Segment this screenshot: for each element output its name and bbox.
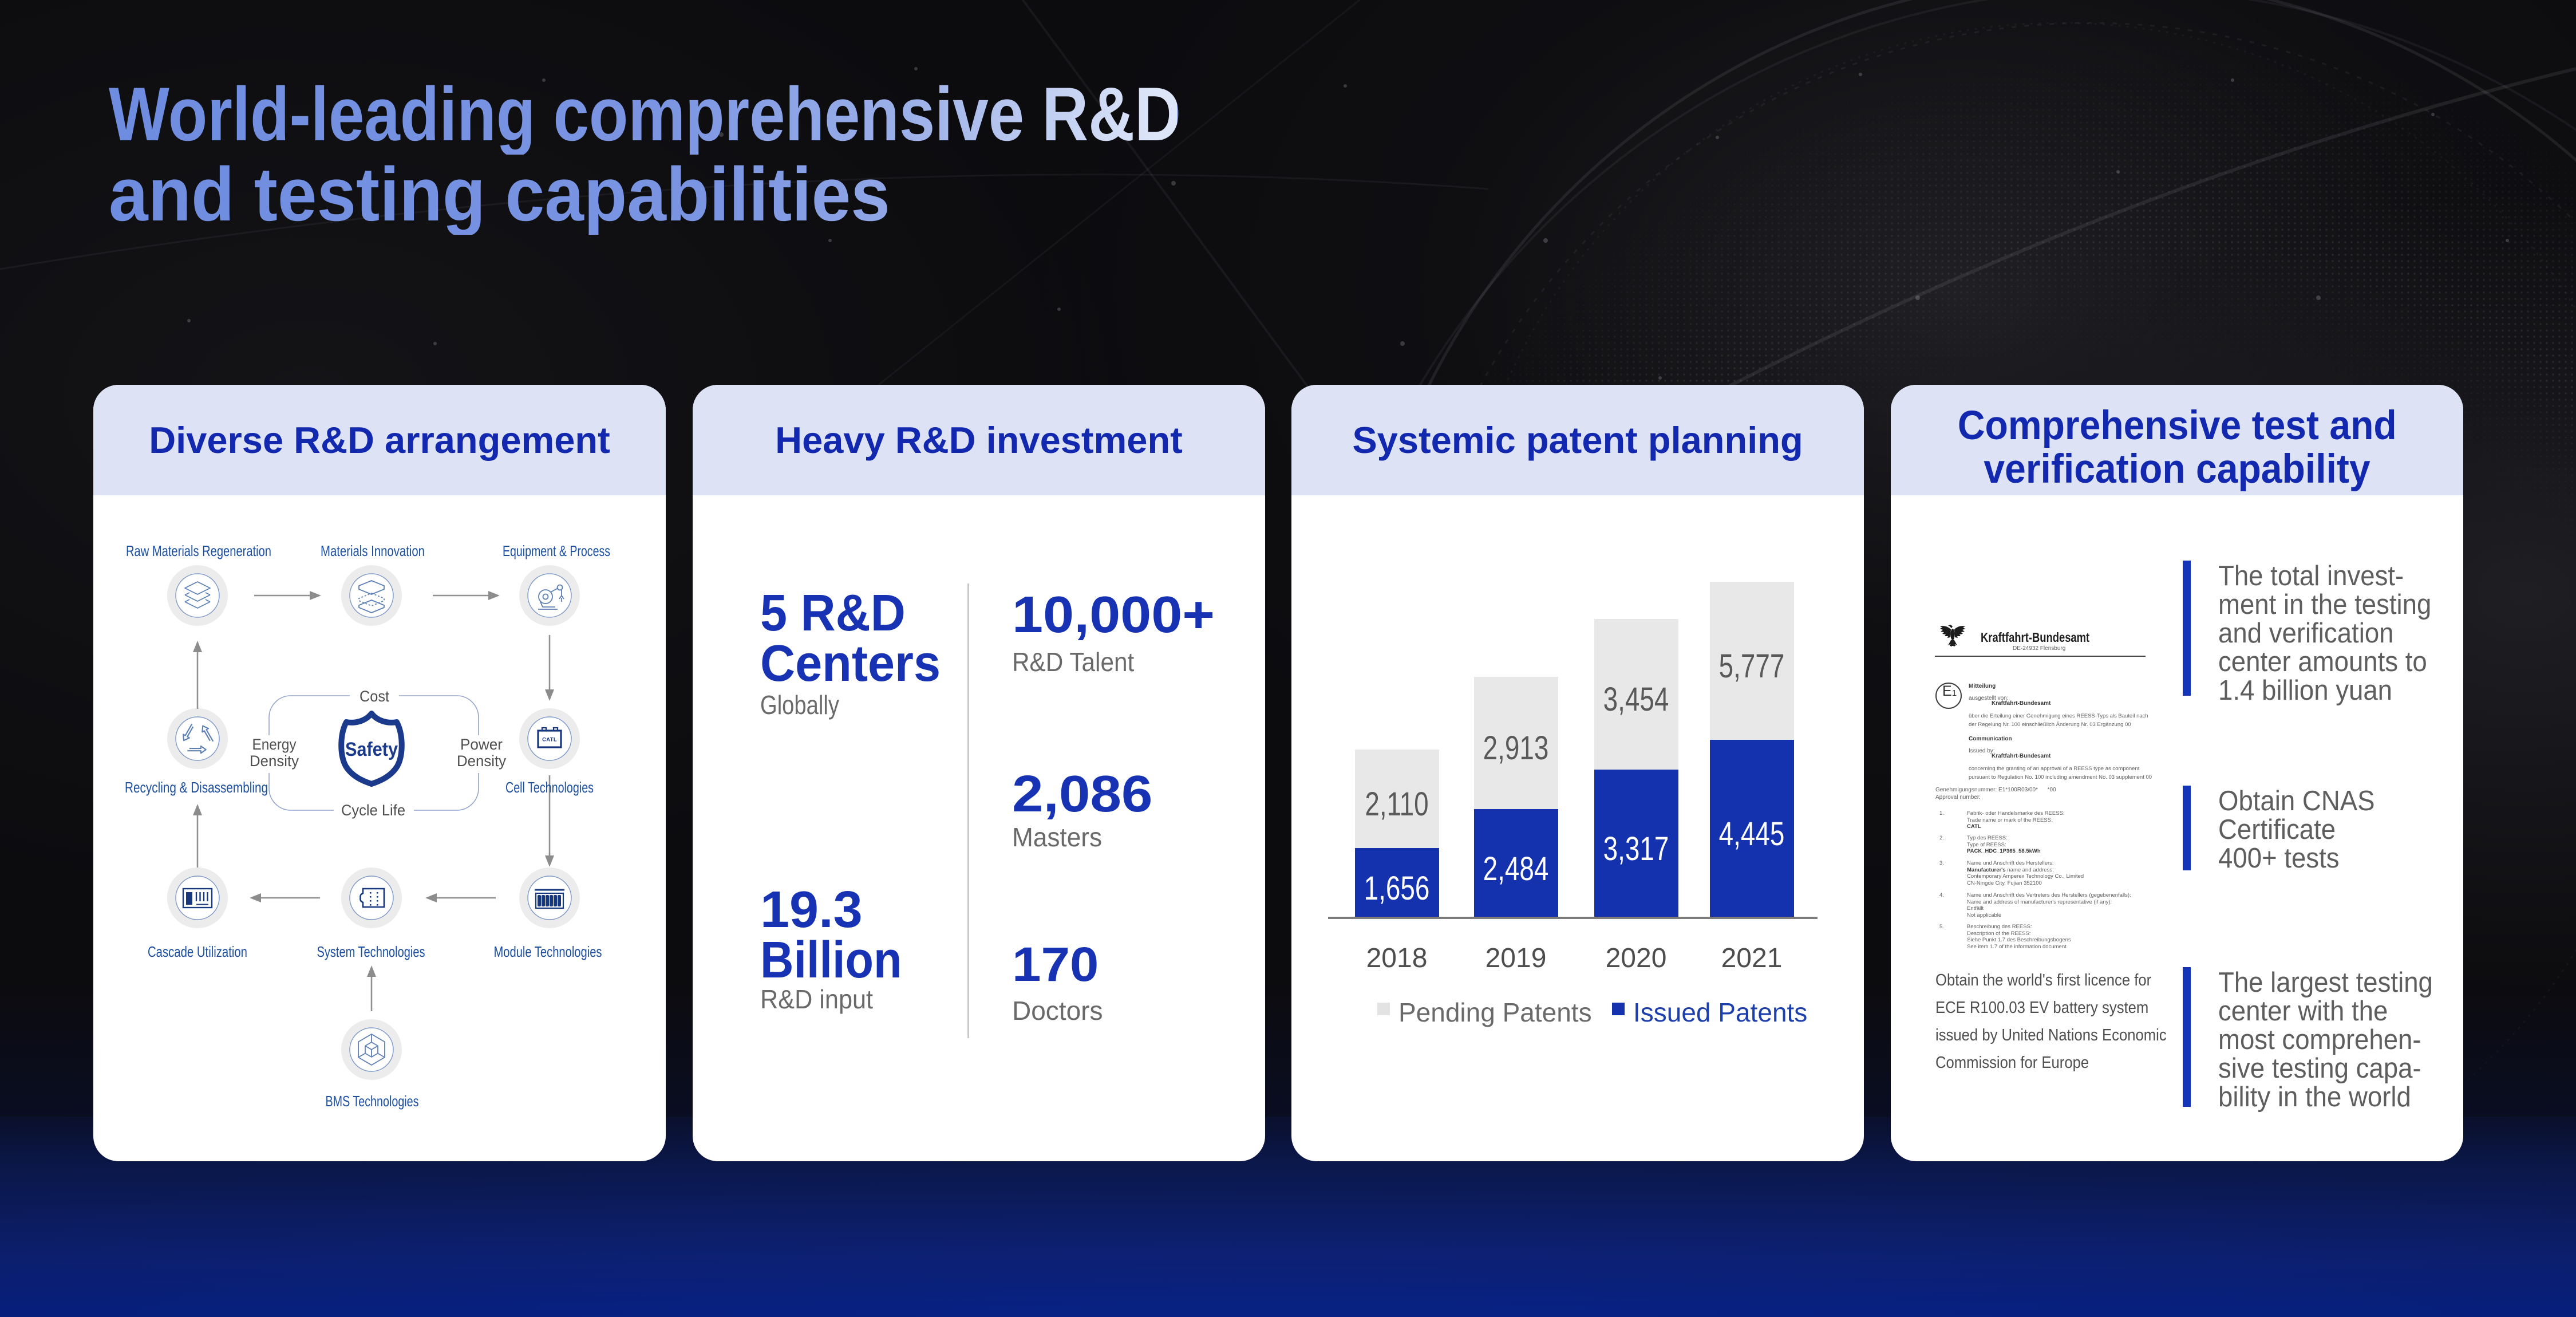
svg-text:Recycling & Disassembling: Recycling & Disassembling <box>125 779 268 796</box>
svg-text:Equipment & Process: Equipment & Process <box>503 542 610 559</box>
svg-text:CATL: CATL <box>542 737 557 743</box>
svg-text:Raw Materials Regeneration: Raw Materials Regeneration <box>126 542 271 559</box>
svg-text:Cell Technologies: Cell Technologies <box>505 779 594 796</box>
svg-text:BMS Technologies: BMS Technologies <box>326 1093 419 1110</box>
svg-text:Density: Density <box>250 752 299 770</box>
svg-text:Materials Innovation: Materials Innovation <box>321 542 425 559</box>
svg-text:Cycle Life: Cycle Life <box>341 802 405 819</box>
svg-text:Cost: Cost <box>359 688 389 705</box>
svg-text:System Technologies: System Technologies <box>317 943 425 960</box>
svg-text:Energy: Energy <box>252 736 297 753</box>
svg-text:Density: Density <box>457 752 506 770</box>
svg-text:Cascade Utilization: Cascade Utilization <box>148 943 247 960</box>
svg-text:Module Technologies: Module Technologies <box>494 943 602 960</box>
svg-text:Power: Power <box>460 736 503 753</box>
svg-text:Safety: Safety <box>345 739 398 760</box>
